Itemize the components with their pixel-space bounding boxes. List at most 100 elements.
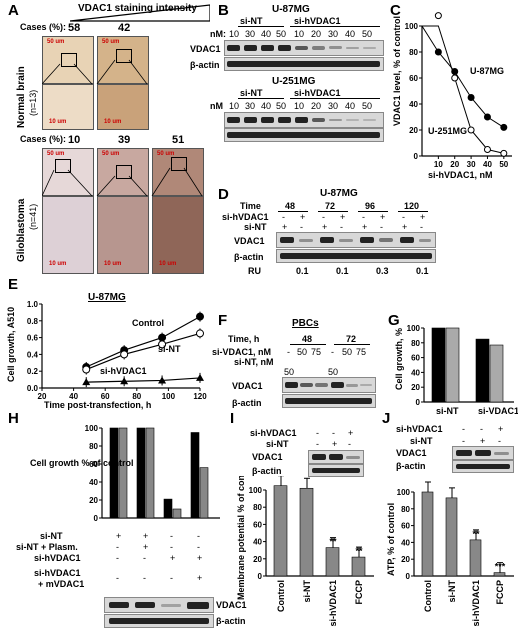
b-dose: 30 <box>245 101 256 111</box>
h-row1: si-NT <box>40 531 63 541</box>
glioma-tile-1: 50 um <box>42 148 94 196</box>
h-sign: - <box>143 573 146 583</box>
y-tick-label: 80 <box>89 442 98 451</box>
staining-intensity-wedge <box>70 4 210 22</box>
i-row2: si-NT <box>266 439 289 449</box>
glioma-n-label: (n=41) <box>28 203 38 230</box>
f-vdac1-label: VDAC1 <box>232 381 263 391</box>
chart-c: 0 20 40 60 80 100 10 20 30 40 50 VDAC1 level, % of… <box>392 12 512 180</box>
d-sign: - <box>380 222 383 232</box>
panel-label-e: E <box>8 276 19 293</box>
y-tick-label: 0.0 <box>27 384 39 393</box>
b-dose: 30 <box>328 101 339 111</box>
f-title: PBCs <box>292 318 319 329</box>
bar <box>299 487 314 577</box>
j-vdac1-label: VDAC1 <box>396 448 427 458</box>
y-tick-label: 20 <box>89 496 98 505</box>
normal-cases-label: Cases (%): <box>20 22 67 32</box>
f-time-label: Time, h <box>228 334 260 344</box>
i-vdac1-blot <box>308 450 364 464</box>
b-si-nt-label: si-NT <box>240 16 263 26</box>
y-tick-label: 0.8 <box>27 317 39 326</box>
h-sign: - <box>170 531 173 541</box>
y-tick-label: 80 <box>411 339 420 348</box>
b-dose: 10 <box>294 101 305 111</box>
series-line-1 <box>86 332 201 371</box>
y-tick-label: 100 <box>405 22 419 31</box>
data-point <box>158 376 167 384</box>
b-dose: 50 <box>362 101 373 111</box>
d-time: 48 <box>285 201 296 211</box>
i-ylabel: Membrane potential % of control <box>236 476 246 600</box>
h-sign: - <box>170 542 173 552</box>
y-tick-label: 60 <box>409 74 418 83</box>
b-u251-vdac1-blot <box>224 112 384 128</box>
d-time: 96 <box>365 201 376 211</box>
data-point <box>82 365 91 374</box>
e-title: U-87MG <box>88 292 126 303</box>
h-actin-blot <box>104 614 214 628</box>
d-sign: - <box>282 212 285 222</box>
chart-g: 0 20 40 60 80 100 Cell growth, % si-NT si-VDA… <box>394 324 518 416</box>
h-sign: + <box>143 531 149 541</box>
y-tick-label: 20 <box>409 126 418 135</box>
d-sign: + <box>362 222 368 232</box>
j-vdac1-blot <box>452 446 514 460</box>
c-ylabel: VDAC1 level, % of control <box>392 16 402 126</box>
normal-case-1: 58 <box>68 22 81 34</box>
e-series-control: Control <box>132 318 164 328</box>
normal-zoom-lines <box>42 59 147 85</box>
b-u251-actin-blot <box>224 128 384 142</box>
d-time-label: Time <box>240 201 261 211</box>
d-vdac1-label: VDAC1 <box>234 236 265 246</box>
d-ru-value: 0.1 <box>416 266 429 276</box>
d-sign: + <box>340 212 346 222</box>
b-dose: 30 <box>328 29 339 39</box>
d-vdac1-blot <box>276 232 436 248</box>
d-sign: + <box>282 222 288 232</box>
x-tick-label: 10 <box>434 160 443 169</box>
y-tick-label: 0 <box>258 572 263 581</box>
g-cat-1: si-NT <box>436 406 459 416</box>
y-tick-label: 40 <box>409 100 418 109</box>
y-tick-label: 80 <box>253 503 262 512</box>
data-point <box>467 126 475 134</box>
panel-label-b: B <box>218 2 229 19</box>
h-ylabel: Cell growth % of control <box>30 458 134 468</box>
d-actin-label: β-actin <box>234 252 264 262</box>
b-dose: 10 <box>229 101 240 111</box>
g-cat-2: si-VDAC1 <box>478 406 518 416</box>
panel-label-g: G <box>388 312 400 329</box>
d-sign: + <box>300 212 306 222</box>
i-sign: - <box>332 428 335 438</box>
category-label: si-hVDAC1 <box>328 580 338 627</box>
f-row1-label: si-VDAC1, nM <box>212 347 272 357</box>
i-sign: - <box>316 439 319 449</box>
x-tick-label: 40 <box>69 392 78 401</box>
y-tick-label: 20 <box>253 555 262 564</box>
y-tick-label: 40 <box>411 368 420 377</box>
d-ru-value: 0.1 <box>336 266 349 276</box>
h-row2: si-NT + Plasm. <box>16 542 78 552</box>
i-row1: si-hVDAC1 <box>250 428 297 438</box>
h-sign: - <box>116 573 119 583</box>
y-tick-label: 0.6 <box>27 334 39 343</box>
data-point <box>158 340 167 349</box>
i-sign: + <box>332 439 338 449</box>
category-label: Control <box>423 580 433 612</box>
x-tick-label: 30 <box>467 160 476 169</box>
d-sign: - <box>300 222 303 232</box>
i-sign: + <box>348 428 354 438</box>
j-actin-label: β-actin <box>396 461 426 471</box>
y-tick-label: 60 <box>411 354 420 363</box>
i-actin-blot <box>308 464 364 477</box>
d-row-hvdac1: si-hVDAC1 <box>222 212 269 222</box>
data-point <box>196 312 204 321</box>
significance-mark: *** <box>495 562 506 572</box>
glioma-tile-3: 50 um <box>152 148 204 196</box>
d-sign: - <box>340 222 343 232</box>
panel-label-j: J <box>382 410 391 427</box>
b-dose: 20 <box>311 29 322 39</box>
data-point <box>196 329 204 338</box>
panel-label-a: A <box>8 2 19 19</box>
